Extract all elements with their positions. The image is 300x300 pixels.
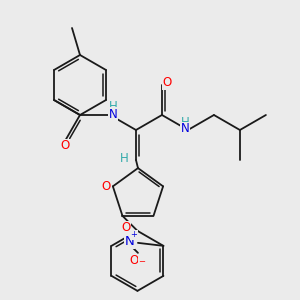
Text: O: O bbox=[121, 221, 130, 234]
Text: O: O bbox=[129, 254, 139, 267]
Text: +: + bbox=[130, 230, 137, 239]
Text: −: − bbox=[138, 257, 146, 266]
Text: H: H bbox=[181, 116, 189, 128]
Text: O: O bbox=[162, 76, 172, 89]
Text: N: N bbox=[125, 236, 135, 248]
Text: O: O bbox=[60, 140, 70, 152]
Text: H: H bbox=[109, 100, 117, 113]
Text: O: O bbox=[101, 180, 110, 193]
Text: N: N bbox=[181, 122, 189, 136]
Text: N: N bbox=[109, 107, 117, 121]
Text: H: H bbox=[120, 152, 128, 164]
